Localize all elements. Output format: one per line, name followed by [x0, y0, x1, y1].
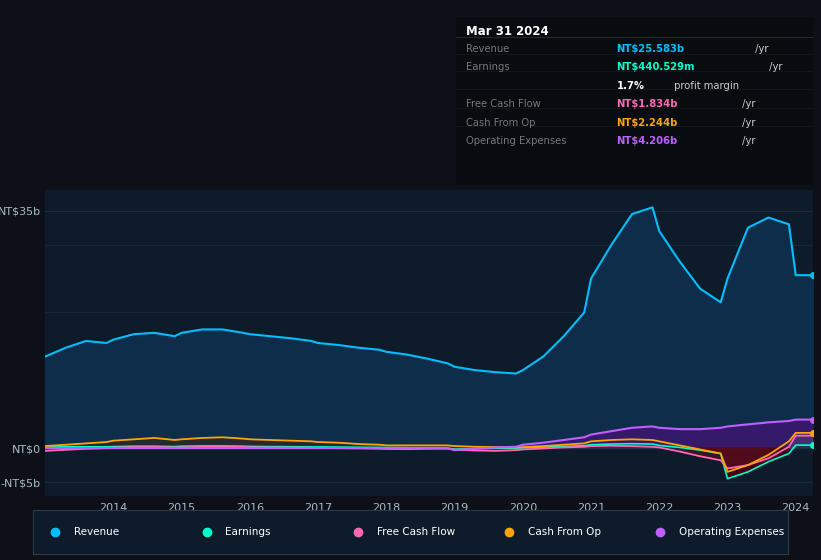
Text: /yr: /yr	[739, 99, 755, 109]
Text: profit margin: profit margin	[671, 81, 739, 91]
Text: Cash From Op: Cash From Op	[528, 527, 601, 537]
Text: Operating Expenses: Operating Expenses	[679, 527, 784, 537]
Text: Cash From Op: Cash From Op	[466, 118, 536, 128]
Text: Revenue: Revenue	[75, 527, 120, 537]
Text: 1.7%: 1.7%	[617, 81, 644, 91]
Text: /yr: /yr	[739, 118, 755, 128]
Text: NT$440.529m: NT$440.529m	[617, 62, 695, 72]
Text: Revenue: Revenue	[466, 44, 510, 54]
Text: NT$25.583b: NT$25.583b	[617, 44, 685, 54]
Text: Free Cash Flow: Free Cash Flow	[377, 527, 455, 537]
Text: Earnings: Earnings	[226, 527, 271, 537]
Text: NT$2.244b: NT$2.244b	[617, 118, 678, 128]
Text: /yr: /yr	[766, 62, 782, 72]
Text: /yr: /yr	[752, 44, 768, 54]
Text: Mar 31 2024: Mar 31 2024	[466, 25, 549, 38]
Text: Operating Expenses: Operating Expenses	[466, 136, 566, 146]
Text: Earnings: Earnings	[466, 62, 510, 72]
Text: NT$1.834b: NT$1.834b	[617, 99, 678, 109]
Text: NT$4.206b: NT$4.206b	[617, 136, 677, 146]
Text: Free Cash Flow: Free Cash Flow	[466, 99, 541, 109]
Text: /yr: /yr	[739, 136, 755, 146]
